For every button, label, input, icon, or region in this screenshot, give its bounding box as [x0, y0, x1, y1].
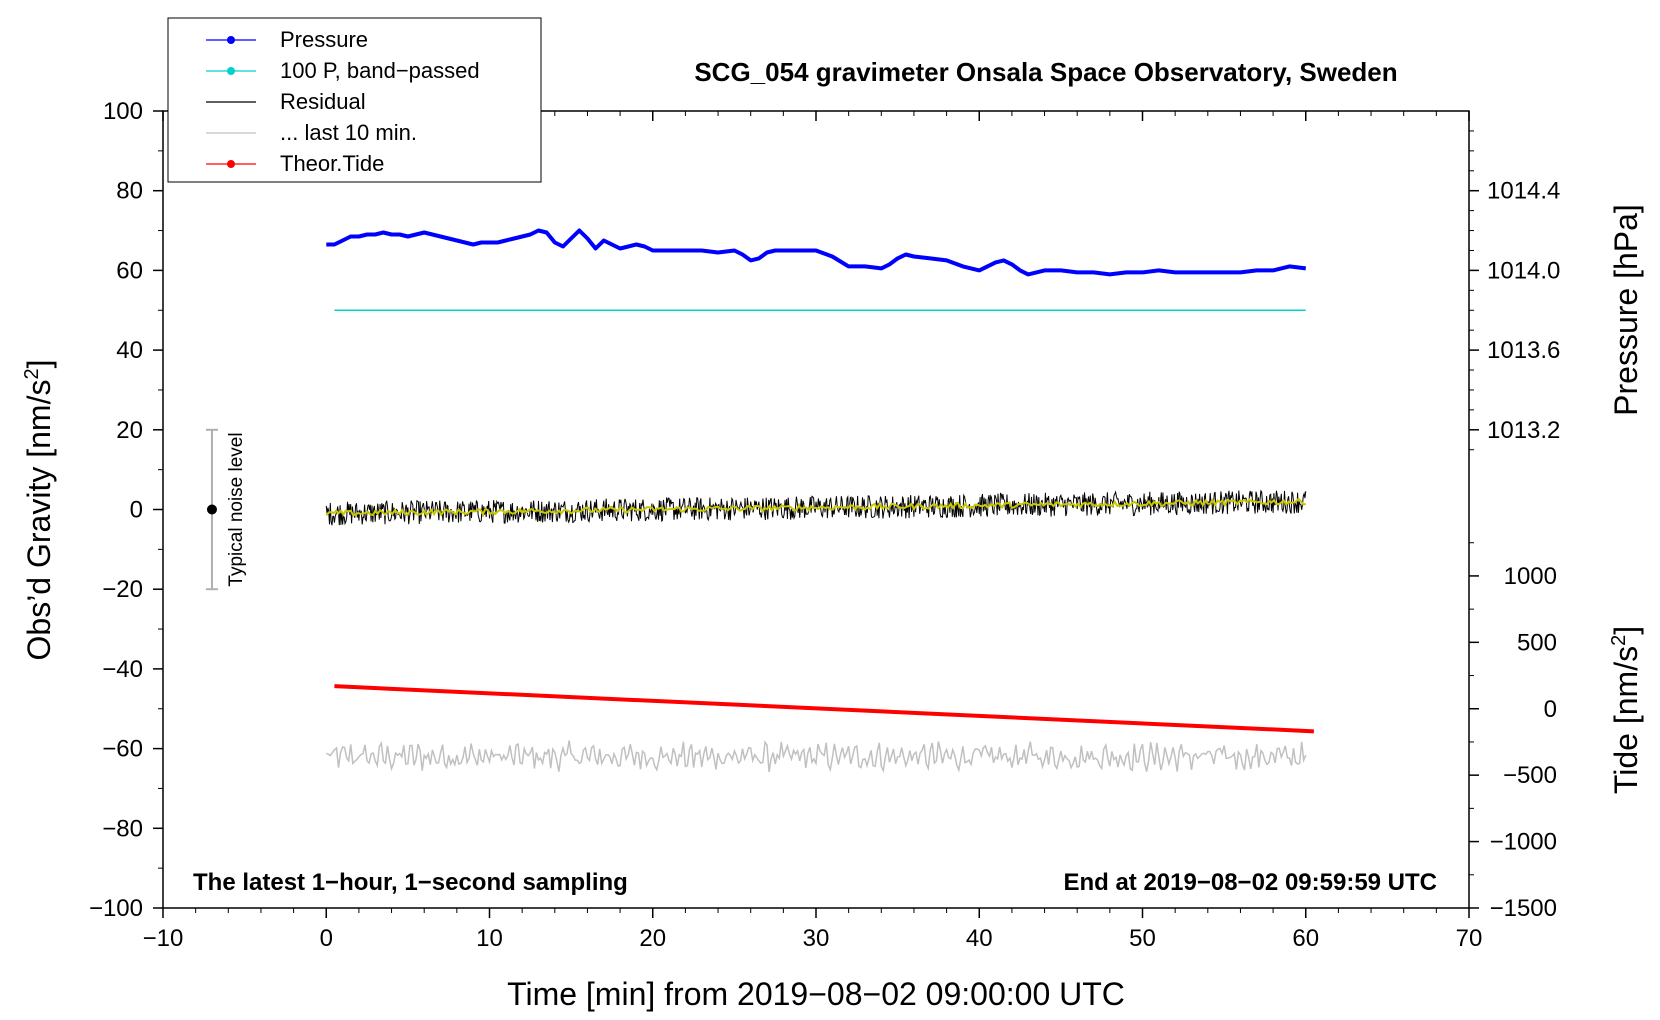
y-tick-label: 20: [116, 417, 143, 444]
y-tick-label: 40: [116, 337, 143, 364]
tide-tick-label: 0: [1544, 696, 1557, 723]
legend-marker: [227, 67, 235, 75]
y-tick-label: 60: [116, 257, 143, 284]
y-axis-label-close: ]: [21, 360, 57, 369]
y-tick-label: 0: [130, 497, 143, 524]
legend-label: Theor.Tide: [280, 151, 384, 176]
tide-axis-label-exponent: 2: [1608, 635, 1630, 646]
pressure-axis-label: Pressure [hPa]: [1608, 204, 1644, 416]
tide-tick-label: 500: [1517, 629, 1557, 656]
pressure-tick-label: 1013.6: [1487, 337, 1560, 364]
x-tick-label: −10: [143, 925, 184, 952]
x-axis-ticks: −10 0 10 20 30 40 50 60 70: [143, 111, 1483, 952]
series-residual: [325, 489, 1307, 526]
y-tick-label: −40: [102, 656, 143, 683]
pressure-tick-label: 1014.4: [1487, 178, 1560, 205]
legend-marker: [227, 36, 235, 44]
x-tick-label: 50: [1129, 925, 1156, 952]
legend-marker: [227, 160, 235, 168]
sampling-annotation: The latest 1−hour, 1−second sampling: [193, 869, 628, 896]
y-tick-label: 80: [116, 178, 143, 205]
x-tick-label: 0: [320, 925, 333, 952]
x-tick-label: 20: [639, 925, 666, 952]
pressure-tick-label: 1014.0: [1487, 257, 1560, 284]
legend-label: Residual: [280, 89, 366, 114]
x-tick-label: 70: [1456, 925, 1483, 952]
tide-axis-label: Tide [nm/s2]: [1608, 626, 1644, 794]
legend: Pressure 100 P, band−passed Residual ... la…: [167, 17, 542, 183]
tide-tick-label: −500: [1503, 762, 1557, 789]
series-last-10-min: [326, 740, 1307, 774]
tide-axis-ticks: −1500 −1000 −500 0 500 1000: [1469, 542, 1557, 922]
series-residual-smoothed: [325, 497, 1306, 517]
x-tick-label: 30: [803, 925, 830, 952]
pressure-tick-label: 1013.2: [1487, 417, 1560, 444]
y-tick-label: −80: [102, 815, 143, 842]
y-axis-label-main: Obs’d Gravity [nm/s: [21, 380, 57, 661]
series-pressure: [326, 228, 1307, 277]
y-axis-ticks: −100 −80 −60 −40 −20 0 20 40 60 80 100: [89, 98, 163, 922]
y-axis-label: Obs’d Gravity [nm/s2]: [21, 360, 57, 661]
legend-label: Pressure: [280, 27, 368, 52]
pressure-axis-ticks: 1013.2 1013.6 1014.0 1014.4: [1469, 130, 1560, 451]
y-axis-label-exponent: 2: [21, 368, 43, 379]
y-tick-label: −60: [102, 736, 143, 763]
tide-tick-label: −1000: [1490, 829, 1557, 856]
legend-items: Pressure 100 P, band−passed Residual ... la…: [206, 27, 480, 176]
y-tick-label: −100: [89, 895, 143, 922]
noise-label: Typical noise level: [226, 432, 247, 586]
y-tick-label: 100: [103, 98, 143, 125]
noise-bar-point: [206, 504, 217, 515]
tide-axis-label-main: Tide [nm/s: [1608, 646, 1644, 794]
tide-tick-label: 1000: [1504, 563, 1557, 590]
x-tick-label: 60: [1292, 925, 1319, 952]
legend-box: [167, 17, 542, 183]
series-layer: [325, 228, 1315, 774]
x-tick-label: 10: [476, 925, 503, 952]
noise-bar-group: Typical noise level: [205, 428, 247, 591]
end-time-annotation: End at 2019−08−02 09:59:59 UTC: [1063, 869, 1437, 896]
chart-title: SCG_054 gravimeter Onsala Space Observat…: [694, 57, 1397, 87]
x-axis-label: Time [min] from 2019−08−02 09:00:00 UTC: [507, 976, 1125, 1012]
tide-axis-label-close: ]: [1608, 626, 1644, 635]
legend-label: 100 P, band−passed: [280, 58, 480, 83]
tide-tick-label: −1500: [1490, 895, 1557, 922]
series-theor-tide: [334, 684, 1315, 734]
x-tick-label: 40: [966, 925, 993, 952]
y-tick-label: −20: [102, 576, 143, 603]
legend-label: ... last 10 min.: [280, 120, 417, 145]
